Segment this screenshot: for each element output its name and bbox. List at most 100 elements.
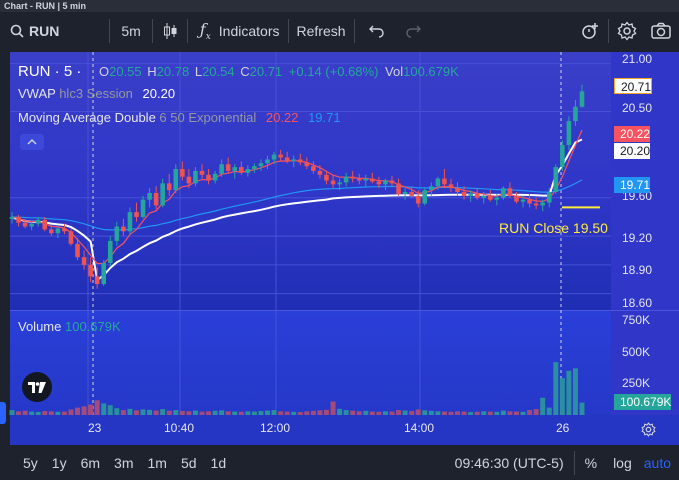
price-tick: 18.90: [622, 263, 653, 277]
ohlc-low-label: L: [194, 64, 203, 79]
refresh-button[interactable]: Refresh: [296, 23, 346, 39]
volume-label: Vol: [385, 64, 404, 79]
candle-body: [579, 91, 585, 107]
timeframe-group: 5y 1y 6m 3m 1m 5d 1d: [0, 455, 233, 471]
candle-body: [383, 180, 388, 185]
volume-bar: [481, 411, 487, 415]
time-tick: 23: [88, 421, 102, 435]
volume-bar: [173, 410, 179, 415]
volume-bar: [428, 410, 434, 415]
timeframe-6m[interactable]: 6m: [80, 454, 101, 471]
clock[interactable]: 09:46:30 (UTC-5): [454, 454, 564, 471]
volume-bar: [363, 410, 369, 415]
last-price-tag: 20.71: [614, 78, 653, 94]
candle-body: [461, 192, 467, 196]
volume-bar: [258, 411, 264, 415]
candle-body: [225, 164, 231, 171]
tradingview-logo[interactable]: [22, 372, 52, 402]
settings-button[interactable]: [609, 12, 645, 50]
volume-bar: [343, 410, 349, 415]
time-tick: 10:40: [164, 421, 195, 435]
volume-bar: [278, 411, 284, 415]
volume-bar: [29, 411, 35, 415]
timeframe-5d[interactable]: 5d: [180, 454, 197, 471]
volume-bar: [22, 410, 28, 415]
volume-bar: [75, 407, 81, 415]
candle-body: [468, 193, 473, 196]
timeframe-3m[interactable]: 3m: [114, 454, 134, 471]
screenshot-button[interactable]: [645, 12, 679, 50]
volume-bar: [61, 411, 67, 415]
timeframe-1y[interactable]: 1y: [51, 454, 67, 471]
candle-body: [356, 178, 362, 181]
redo-button[interactable]: [395, 12, 431, 50]
vwap-tag: 20.20: [614, 143, 651, 159]
close-annotation: RUN Close 19.50: [499, 220, 608, 236]
candle-body: [35, 219, 41, 224]
candle-body: [55, 228, 61, 234]
candle-body: [501, 188, 506, 198]
tv-logo-icon: [28, 381, 46, 393]
candle-body: [180, 169, 185, 177]
candle-body: [389, 180, 395, 184]
fx-icon: ƒx: [199, 19, 211, 43]
toolbar-divider: [151, 19, 153, 43]
volume-bar: [245, 411, 251, 415]
bottom-divider: [573, 450, 575, 475]
candle-body: [219, 164, 224, 174]
volume-bar: [147, 409, 153, 415]
auto-toggle[interactable]: auto: [643, 454, 671, 471]
candle-body: [435, 178, 441, 187]
candle-body: [573, 106, 578, 122]
interval-button[interactable]: 5m: [121, 23, 141, 39]
symbol-label: RUN: [29, 23, 60, 39]
vwap-value: 20.20: [142, 86, 176, 101]
timeframe-1m[interactable]: 1m: [147, 454, 167, 471]
log-toggle[interactable]: log: [613, 454, 632, 471]
ma-value-slow: 19.71: [308, 110, 341, 125]
undo-button[interactable]: [355, 12, 395, 50]
collapse-legend-button[interactable]: [20, 134, 44, 150]
volume-bar: [35, 411, 41, 415]
volume-bar: [199, 411, 205, 415]
ma-value-fast: 20.22: [265, 110, 299, 125]
price-chart[interactable]: [0, 50, 679, 445]
volume-bar: [369, 411, 375, 415]
candle-body: [42, 219, 48, 230]
legend-volume[interactable]: Volume 100.679K: [18, 319, 121, 334]
chart-type-button[interactable]: [153, 12, 187, 50]
legend-symbol[interactable]: RUN · 5 ·: [18, 63, 82, 80]
volume-bar: [323, 409, 329, 415]
symbol-search[interactable]: RUN: [0, 12, 67, 50]
timeframe-1d[interactable]: 1d: [210, 454, 227, 471]
legend-vwap[interactable]: VWAP hlc3 Session 20.20: [18, 86, 175, 101]
price-axis-background: [611, 52, 679, 415]
candle-body: [127, 212, 133, 232]
ma-slow-line: [11, 179, 583, 231]
candle-body: [422, 190, 428, 204]
volume-bar: [133, 410, 139, 415]
volume-bar: [468, 412, 474, 415]
volume-bar: [409, 411, 415, 415]
vwap-params: hlc3 Session: [59, 86, 133, 101]
volume-bar: [16, 411, 22, 415]
volume-tick: 750K: [622, 313, 651, 327]
percent-toggle[interactable]: %: [584, 454, 598, 471]
volume-bar: [206, 411, 212, 415]
legend-ma[interactable]: Moving Average Double 6 50 Exponential 2…: [18, 110, 341, 125]
candle-body: [402, 192, 408, 194]
volume-bar: [225, 411, 231, 415]
volume-bar: [219, 410, 225, 415]
volume-pane-value: 100.679K: [65, 319, 121, 334]
axis-settings-button[interactable]: [641, 422, 656, 442]
volume-bar: [527, 410, 533, 415]
chart-area[interactable]: RUN · 5 · O20.55 H20.78 L20.54 C20.71 +0…: [0, 50, 679, 445]
timeframe-5y[interactable]: 5y: [23, 454, 38, 471]
indicators-button[interactable]: ƒx Indicators: [188, 12, 288, 50]
candle-body: [481, 195, 487, 198]
alert-button[interactable]: [574, 12, 608, 50]
candle-body: [9, 216, 15, 219]
volume-bar: [382, 411, 388, 415]
left-panel-handle[interactable]: [0, 402, 6, 424]
top-toolbar: RUN 5m ƒx Indicators Refresh: [0, 12, 679, 50]
